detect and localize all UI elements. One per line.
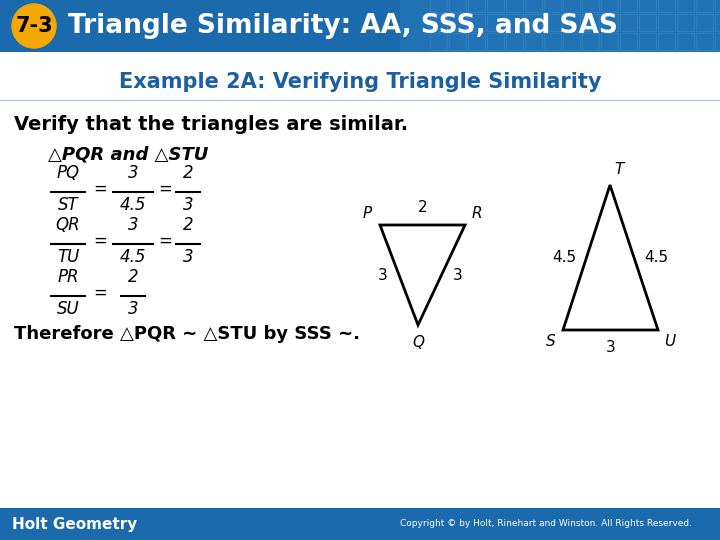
Bar	[449, 0, 466, 12]
Bar	[487, 14, 504, 31]
Bar	[525, 0, 542, 12]
Text: S: S	[546, 334, 556, 349]
Text: 3: 3	[378, 267, 388, 282]
Bar	[639, 0, 656, 12]
Text: R: R	[472, 206, 482, 221]
Bar	[544, 0, 561, 12]
Bar	[563, 0, 580, 12]
Text: Q: Q	[412, 335, 424, 350]
Bar	[658, 33, 675, 50]
Text: △PQR and △STU: △PQR and △STU	[48, 145, 208, 163]
FancyBboxPatch shape	[400, 0, 720, 52]
Text: 3: 3	[127, 216, 138, 234]
Bar	[677, 0, 694, 12]
Text: 3: 3	[127, 164, 138, 182]
Bar	[563, 33, 580, 50]
Text: 4.5: 4.5	[120, 248, 146, 266]
Bar	[449, 14, 466, 31]
Text: P: P	[362, 206, 372, 221]
Text: 3: 3	[183, 248, 193, 266]
Text: Therefore △PQR ~ △STU by SSS ~.: Therefore △PQR ~ △STU by SSS ~.	[14, 325, 360, 343]
Text: =: =	[158, 232, 172, 250]
Text: Copyright © by Holt, Rinehart and Winston. All Rights Reserved.: Copyright © by Holt, Rinehart and Winsto…	[400, 519, 692, 529]
Text: PR: PR	[58, 268, 78, 286]
Bar	[715, 33, 720, 50]
FancyBboxPatch shape	[0, 0, 720, 52]
Text: 3: 3	[606, 340, 616, 355]
Bar	[677, 14, 694, 31]
Text: =: =	[93, 180, 107, 198]
FancyBboxPatch shape	[0, 508, 720, 540]
Bar	[525, 14, 542, 31]
Bar	[677, 33, 694, 50]
Bar	[639, 14, 656, 31]
Circle shape	[12, 4, 56, 48]
Text: Holt Geometry: Holt Geometry	[12, 516, 138, 531]
Bar	[601, 0, 618, 12]
Bar	[715, 0, 720, 12]
Bar	[506, 0, 523, 12]
Bar	[506, 33, 523, 50]
Bar	[563, 14, 580, 31]
Bar	[544, 14, 561, 31]
Bar	[468, 33, 485, 50]
Bar	[639, 33, 656, 50]
Bar	[601, 14, 618, 31]
Bar	[468, 0, 485, 12]
Text: 3: 3	[183, 196, 193, 214]
Bar	[582, 0, 599, 12]
Bar	[658, 14, 675, 31]
Bar	[449, 33, 466, 50]
Bar	[696, 0, 713, 12]
Text: ST: ST	[58, 196, 78, 214]
Bar	[620, 33, 637, 50]
Text: 4.5: 4.5	[552, 250, 577, 265]
Text: SU: SU	[57, 300, 79, 318]
Text: 2: 2	[183, 216, 193, 234]
Bar	[506, 14, 523, 31]
Text: PQ: PQ	[56, 164, 80, 182]
Bar	[582, 33, 599, 50]
Bar	[525, 33, 542, 50]
Bar	[715, 14, 720, 31]
Bar	[544, 33, 561, 50]
Text: U: U	[665, 334, 675, 349]
Bar	[430, 0, 447, 12]
Text: T: T	[614, 162, 624, 177]
Text: Triangle Similarity: AA, SSS, and SAS: Triangle Similarity: AA, SSS, and SAS	[68, 13, 618, 39]
Text: QR: QR	[55, 216, 81, 234]
Text: 4.5: 4.5	[120, 196, 146, 214]
Bar	[658, 0, 675, 12]
Text: 2: 2	[418, 200, 427, 215]
Bar	[601, 33, 618, 50]
Text: =: =	[158, 180, 172, 198]
Text: =: =	[93, 232, 107, 250]
Text: =: =	[93, 284, 107, 302]
Bar	[468, 14, 485, 31]
Text: 3: 3	[453, 267, 462, 282]
Bar	[696, 14, 713, 31]
Bar	[620, 0, 637, 12]
Text: 3: 3	[127, 300, 138, 318]
Text: TU: TU	[57, 248, 79, 266]
Bar	[620, 14, 637, 31]
Text: 7-3: 7-3	[15, 16, 53, 36]
Text: Verify that the triangles are similar.: Verify that the triangles are similar.	[14, 114, 408, 133]
Bar	[430, 33, 447, 50]
Bar	[696, 33, 713, 50]
Bar	[487, 33, 504, 50]
Text: 2: 2	[127, 268, 138, 286]
Bar	[430, 14, 447, 31]
Text: Example 2A: Verifying Triangle Similarity: Example 2A: Verifying Triangle Similarit…	[119, 72, 601, 92]
Bar	[487, 0, 504, 12]
Text: 2: 2	[183, 164, 193, 182]
Text: 4.5: 4.5	[644, 250, 668, 265]
Bar	[582, 14, 599, 31]
